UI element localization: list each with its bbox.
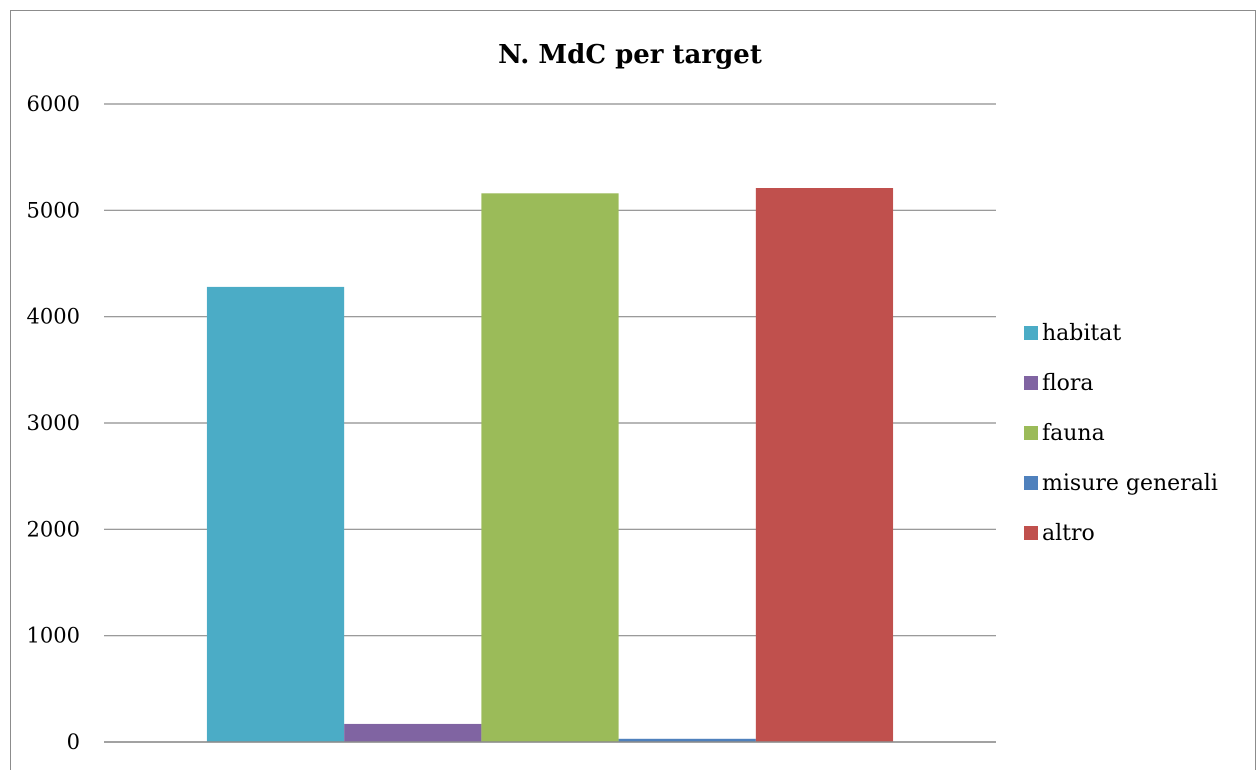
legend-label: flora [1042,370,1094,396]
legend-label: altro [1042,520,1095,546]
legend-swatch [1024,426,1038,440]
y-tick-label: 2000 [27,517,80,541]
bar-fauna [481,193,619,742]
legend-item: altro [1024,508,1218,558]
legend: habitat flora fauna misure generali altro [1024,308,1218,558]
legend-swatch [1024,526,1038,540]
legend-swatch [1024,326,1038,340]
y-tick-label: 3000 [27,411,80,435]
legend-label: misure generali [1042,470,1218,496]
legend-item: flora [1024,358,1218,408]
bars [206,188,894,743]
y-tick-label: 0 [67,730,80,754]
bar-flora [344,723,482,742]
legend-item: misure generali [1024,458,1218,508]
y-tick-label: 1000 [27,624,80,648]
legend-item: habitat [1024,308,1218,358]
chart-title: N. MdC per target [498,40,762,70]
bar-misure-generali [618,738,756,742]
legend-swatch [1024,476,1038,490]
y-tick-label: 4000 [27,305,80,329]
y-tick-label: 5000 [27,198,80,222]
bar-habitat [206,286,345,742]
legend-label: habitat [1042,320,1122,346]
legend-swatch [1024,376,1038,390]
legend-label: fauna [1042,420,1105,446]
chart-frame [10,10,1256,770]
legend-item: fauna [1024,408,1218,458]
y-axis-ticks: 0 1000 2000 3000 4000 5000 6000 [27,92,80,754]
bar-altro [755,188,894,743]
y-tick-label: 6000 [27,92,80,116]
